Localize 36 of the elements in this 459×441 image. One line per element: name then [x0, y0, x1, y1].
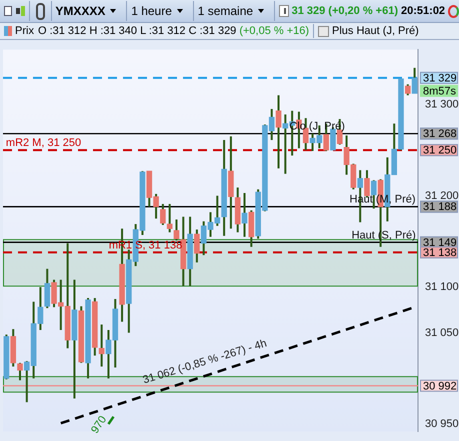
annotation: 31 062 (-0,85 % -267) - 4h	[141, 337, 268, 386]
ref-line-label: 31 138	[423, 246, 457, 259]
candlestick	[276, 94, 282, 170]
ref-line-label: 31 250	[423, 144, 457, 157]
ref-line-label: 31 329	[423, 72, 457, 84]
text: (+0,05 % +16)	[239, 25, 310, 37]
annotation: 970	[89, 414, 110, 436]
text: Plus Haut (J, Pré)	[332, 25, 419, 37]
y-tick-label: 30 950	[425, 418, 459, 430]
candlestick	[166, 202, 173, 234]
text: 1 heure	[131, 4, 172, 18]
candlestick	[44, 268, 50, 310]
text: O :31 312 H :31 340 L :31 312 C :31 329	[38, 25, 236, 37]
candlestick	[160, 202, 166, 226]
candlestick	[404, 83, 411, 96]
candlestick	[17, 362, 23, 382]
candlestick	[242, 192, 248, 238]
text: 31 329 (+0,20 % +61)	[292, 5, 398, 17]
ref-line-label: 31 149	[423, 236, 457, 249]
y-tick-label: 31 300	[425, 98, 459, 110]
y-tick-label: 31 050	[425, 326, 459, 339]
ref-line-label: 31 188	[423, 201, 457, 214]
candlestick	[174, 218, 180, 242]
y-tick-label: 31 100	[425, 281, 459, 294]
candlestick	[194, 228, 200, 264]
ref-line-label: 30 992	[423, 380, 457, 392]
chart-title: YMXXXX	[55, 4, 106, 18]
y-tick-label: 31 200	[425, 190, 459, 202]
text: 1 semaine	[198, 4, 254, 18]
candlestick	[98, 324, 104, 368]
text: 8m57s	[423, 85, 457, 98]
text: 20:51:02	[401, 5, 446, 17]
text: Prix	[15, 25, 34, 37]
annotation: mR2 M, 31 250	[6, 137, 82, 150]
ref-line-label: 31 268	[423, 128, 457, 140]
candlestick	[412, 66, 418, 94]
